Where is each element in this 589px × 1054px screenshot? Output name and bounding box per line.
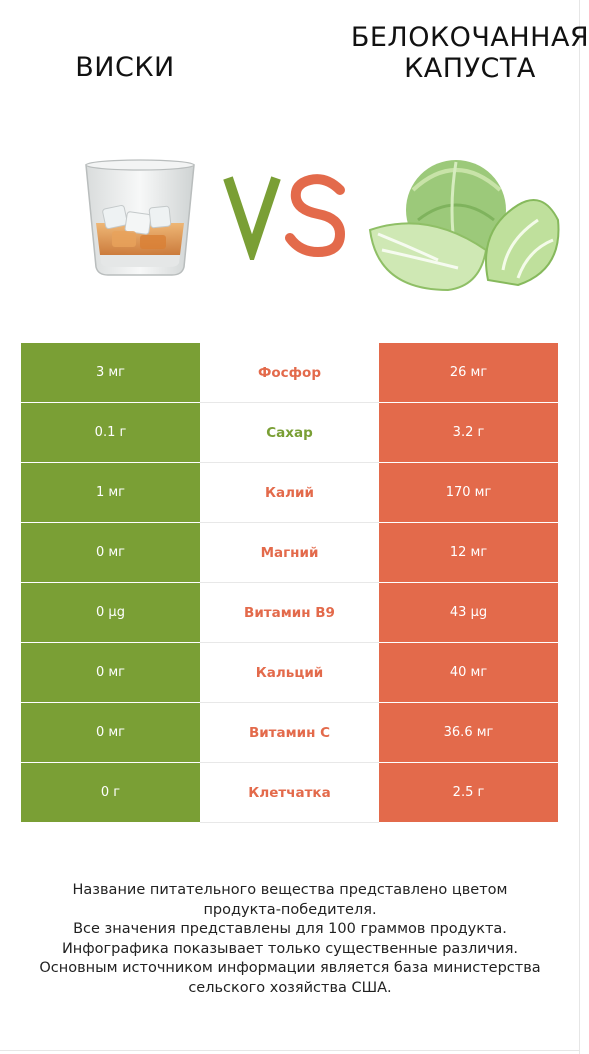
row-divider [200, 402, 379, 403]
right-value-cell: 26 мг [379, 343, 558, 402]
vs-icon [223, 174, 346, 260]
footer-line: Инфографика показывает только существенн… [61, 940, 519, 957]
right-value-cell: 12 мг [379, 523, 558, 582]
table-row: 0 г Клетчатка 2.5 г [21, 763, 558, 823]
nutrient-label: Сахар [200, 403, 379, 462]
table-row: 0 мг Магний 12 мг [21, 523, 558, 583]
right-value-cell: 40 мг [379, 643, 558, 702]
table-row: 0 µg Витамин B9 43 µg [21, 583, 558, 643]
right-product-title-line2: КАПУСТА [404, 53, 536, 84]
table-row: 0 мг Кальций 40 мг [21, 643, 558, 703]
table-row: 1 мг Калий 170 мг [21, 463, 558, 523]
left-value-cell: 0 µg [21, 583, 200, 642]
right-product-title: БЕЛОКОЧАННАЯ КАПУСТА [340, 22, 589, 84]
left-value-cell: 0 г [21, 763, 200, 822]
right-edge-divider [579, 0, 580, 1054]
row-divider [200, 762, 379, 763]
nutrient-label: Калий [200, 463, 379, 522]
left-value-cell: 1 мг [21, 463, 200, 522]
right-value-cell: 43 µg [379, 583, 558, 642]
row-divider [200, 582, 379, 583]
nutrient-label: Витамин B9 [200, 583, 379, 642]
right-value-cell: 170 мг [379, 463, 558, 522]
left-product-title: ВИСКИ [75, 52, 175, 83]
nutrient-label: Магний [200, 523, 379, 582]
nutrient-label: Клетчатка [200, 763, 379, 822]
table-row: 0.1 г Сахар 3.2 г [21, 403, 558, 463]
left-value-cell: 0 мг [21, 523, 200, 582]
row-divider [200, 702, 379, 703]
right-product-title-line1: БЕЛОКОЧАННАЯ [350, 22, 589, 53]
footer-note: Название питательного вещества представл… [10, 881, 570, 998]
left-value-cell: 0 мг [21, 703, 200, 762]
whisky-glass-icon [85, 159, 195, 276]
table-row: 3 мг Фосфор 26 мг [21, 343, 558, 403]
footer-line: Основным источником информации является … [39, 960, 541, 976]
right-value-cell: 2.5 г [379, 763, 558, 822]
row-divider [200, 642, 379, 643]
right-value-cell: 36.6 мг [379, 703, 558, 762]
row-divider [200, 462, 379, 463]
left-value-cell: 0 мг [21, 643, 200, 702]
right-value-cell: 3.2 г [379, 403, 558, 462]
bottom-edge-divider [0, 1050, 580, 1051]
footer-line: Название питательного вещества представл… [72, 882, 508, 898]
left-value-cell: 3 мг [21, 343, 200, 402]
nutrient-label: Фосфор [200, 343, 379, 402]
row-divider [200, 822, 379, 823]
cabbage-icon [368, 160, 560, 292]
nutrient-label: Витамин C [200, 703, 379, 762]
footer-line: Все значения представлены для 100 граммо… [73, 921, 507, 937]
footer-line: сельского хозяйства США. [188, 979, 392, 996]
table-row: 0 мг Витамин C 36.6 мг [21, 703, 558, 763]
nutrient-label: Кальций [200, 643, 379, 702]
left-value-cell: 0.1 г [21, 403, 200, 462]
footer-line: продукта-победителя. [203, 901, 377, 918]
row-divider [200, 522, 379, 523]
